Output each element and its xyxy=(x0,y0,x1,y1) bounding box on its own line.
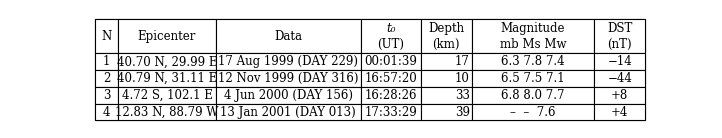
Text: mb Ms Mw: mb Ms Mw xyxy=(500,38,566,51)
Bar xyxy=(594,70,645,87)
Bar xyxy=(472,70,594,87)
Text: 40.70 N, 29.99 E: 40.70 N, 29.99 E xyxy=(117,55,217,68)
Text: –  –  7.6: – – 7.6 xyxy=(510,106,556,119)
Bar xyxy=(361,70,421,87)
Bar xyxy=(594,104,645,120)
Text: 12 Nov 1999 (DAY 316): 12 Nov 1999 (DAY 316) xyxy=(218,72,359,85)
Bar xyxy=(216,19,361,53)
Text: 3: 3 xyxy=(103,89,110,102)
Bar xyxy=(421,53,472,70)
Bar xyxy=(472,19,594,53)
Text: 4: 4 xyxy=(103,106,110,119)
Bar xyxy=(95,53,118,70)
Text: 33: 33 xyxy=(455,89,469,102)
Bar xyxy=(472,87,594,104)
Text: 17 Aug 1999 (DAY 229): 17 Aug 1999 (DAY 229) xyxy=(218,55,358,68)
Text: 16:57:20: 16:57:20 xyxy=(365,72,417,85)
Text: 40.79 N, 31.11 E: 40.79 N, 31.11 E xyxy=(117,72,217,85)
Text: Epicenter: Epicenter xyxy=(138,30,196,43)
Text: 00:01:39: 00:01:39 xyxy=(365,55,417,68)
Bar xyxy=(118,53,216,70)
Bar xyxy=(118,70,216,87)
Bar xyxy=(95,104,118,120)
Text: 4.72 S, 102.1 E: 4.72 S, 102.1 E xyxy=(121,89,212,102)
Bar xyxy=(421,87,472,104)
Text: Data: Data xyxy=(274,30,303,43)
Bar xyxy=(216,104,361,120)
Text: 16:28:26: 16:28:26 xyxy=(365,89,417,102)
Bar xyxy=(594,87,645,104)
Bar xyxy=(472,53,594,70)
Text: 2: 2 xyxy=(103,72,110,85)
Text: +8: +8 xyxy=(611,89,628,102)
Text: 13 Jan 2001 (DAY 013): 13 Jan 2001 (DAY 013) xyxy=(220,106,356,119)
Text: 17:33:29: 17:33:29 xyxy=(365,106,417,119)
Bar xyxy=(421,70,472,87)
Text: −14: −14 xyxy=(607,55,632,68)
Bar xyxy=(361,87,421,104)
Text: 1: 1 xyxy=(103,55,110,68)
Text: 4 Jun 2000 (DAY 156): 4 Jun 2000 (DAY 156) xyxy=(224,89,353,102)
Bar xyxy=(594,19,645,53)
Bar xyxy=(95,70,118,87)
Bar xyxy=(361,53,421,70)
Text: (nT): (nT) xyxy=(607,38,632,51)
Text: 6.8 8.0 7.7: 6.8 8.0 7.7 xyxy=(501,89,565,102)
Bar xyxy=(95,87,118,104)
Text: +4: +4 xyxy=(611,106,628,119)
Bar xyxy=(472,104,594,120)
Bar xyxy=(118,87,216,104)
Bar xyxy=(216,70,361,87)
Text: 10: 10 xyxy=(455,72,469,85)
Bar xyxy=(361,19,421,53)
Bar xyxy=(95,19,118,53)
Text: 6.3 7.8 7.4: 6.3 7.8 7.4 xyxy=(501,55,565,68)
Text: 17: 17 xyxy=(455,55,469,68)
Bar xyxy=(594,53,645,70)
Text: N: N xyxy=(101,30,112,43)
Text: Magnitude: Magnitude xyxy=(501,22,565,35)
Bar xyxy=(118,19,216,53)
Bar xyxy=(421,19,472,53)
Text: (UT): (UT) xyxy=(377,38,404,51)
Bar xyxy=(216,53,361,70)
Text: 39: 39 xyxy=(455,106,469,119)
Text: Depth: Depth xyxy=(428,22,464,35)
Text: (km): (km) xyxy=(432,38,460,51)
Text: −44: −44 xyxy=(607,72,632,85)
Text: DST: DST xyxy=(607,22,632,35)
Bar xyxy=(118,104,216,120)
Text: t₀: t₀ xyxy=(386,22,396,35)
Text: 6.5 7.5 7.1: 6.5 7.5 7.1 xyxy=(501,72,565,85)
Bar xyxy=(361,104,421,120)
Text: 12.83 N, 88.79 W: 12.83 N, 88.79 W xyxy=(116,106,219,119)
Bar xyxy=(216,87,361,104)
Bar xyxy=(421,104,472,120)
